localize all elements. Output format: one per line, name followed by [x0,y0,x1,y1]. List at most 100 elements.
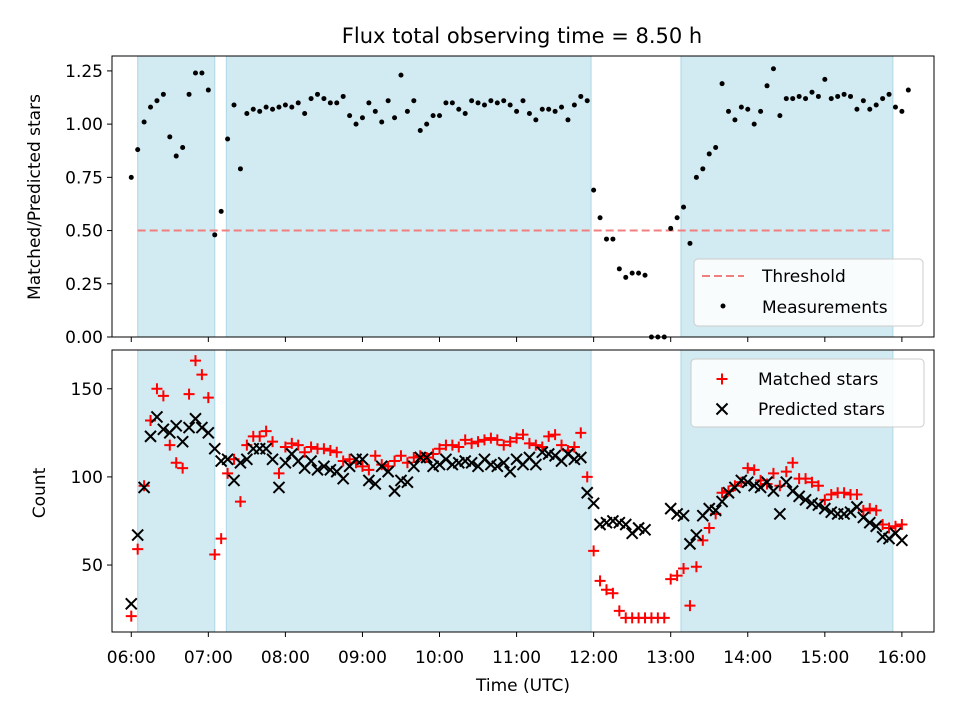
matched-star-point [305,441,317,453]
measurement-point [565,117,571,123]
predicted-star-point [369,477,382,491]
measurement-point [148,104,154,110]
matched-star-point [678,563,690,575]
measurement-point [276,104,282,110]
bottom-y-axis-label: Count [30,467,50,518]
predicted-star-point [362,474,376,487]
matched-star-point [132,543,144,555]
measurement-point [456,106,462,112]
measurement-point [905,87,911,93]
measurement-point [494,100,500,106]
measurement-point [141,119,147,125]
measurement-point [462,110,468,116]
measurement-point [880,96,886,102]
measurement-point [263,104,269,110]
predicted-star-point [792,490,806,503]
predicted-star-point [137,481,151,494]
predicted-star-point [208,442,221,455]
matched-star-point [157,390,169,402]
measurement-point [347,113,353,119]
measurement-point [192,70,198,76]
chart-title: Flux total observing time = 8.50 h [342,24,702,48]
measurement-point [308,96,314,102]
predicted-star-point [221,453,234,466]
measurement-point [687,240,693,246]
measurements-legend-label: Measurements [762,298,888,318]
matched-star-point [344,453,356,465]
bottom-y-axis: 50 100 150 [71,380,112,576]
measurement-point [340,93,346,99]
measurement-point [860,98,866,104]
matched-star-point [511,432,523,444]
measurement-point [591,187,597,193]
matched-star-point [459,434,471,446]
predicted-star-point [227,474,241,487]
measurement-point [533,117,539,123]
measurement-point [321,96,327,102]
top-y-axis: 0.00 0.25 0.50 0.75 1.00 1.25 [65,62,112,348]
measurement-point [398,72,404,78]
measurement-point [315,91,320,97]
matched-star-point [735,476,747,488]
measurement-point [841,91,847,97]
predicted-star-point [895,534,909,547]
top-y-axis-label: Matched/Predicted stars [25,94,45,300]
matched-star-point [870,504,882,516]
matched-star-point [607,587,619,599]
predicted-star-point [529,458,543,471]
predicted-star-point [709,504,722,517]
measurement-point [603,236,609,242]
measurement-point [623,274,629,280]
measurement-point [437,113,443,119]
x-tick-label: 08:00 [261,648,310,668]
predicted-star-point [465,456,478,470]
x-tick-label: 07:00 [184,648,233,668]
measurement-point [385,98,391,104]
matched-legend-swatch [716,373,728,385]
top-legend-box [693,258,924,327]
measurement-point [546,106,552,112]
measurement-point [353,121,359,127]
matched-star-point [787,457,799,469]
predicted-star-point [760,475,774,489]
measurement-point [514,108,520,114]
measurement-point [854,106,860,112]
predicted-star-point [503,465,517,478]
matched-star-point [588,545,600,557]
predicted-star-point [279,456,292,470]
measurement-point [796,93,802,99]
predicted-star-point [638,523,652,536]
predicted-star-point [189,412,202,425]
matched-star-point [299,446,311,458]
predicted-star-point [741,475,754,489]
predicted-star-point [125,597,138,611]
measurement-point [700,166,706,172]
predicted-star-point [850,500,864,514]
predicted-star-point [150,410,164,424]
x-tick-label: 06:00 [107,648,156,668]
measurement-point [629,270,635,276]
matched-star-point [472,436,484,448]
measurement-point [289,104,295,110]
predicted-star-point [491,460,504,473]
measurement-point [668,225,674,231]
top-legend: Threshold Measurements [693,258,924,327]
x-tick-label: 14:00 [723,648,772,668]
measurement-point [205,87,211,93]
matched-star-point [523,437,535,449]
observing-band [137,55,216,338]
measurement-point [815,93,821,99]
measurement-point [790,96,796,102]
measurement-point [237,166,243,172]
y-tick-label: 0.00 [65,328,103,348]
predicted-star-point [381,465,395,478]
predicted-star-point [202,426,215,440]
observing-band [225,349,592,633]
matched-star-point [138,480,150,492]
matched-star-point [254,430,266,442]
measurement-point [475,100,481,106]
measurement-point [571,102,577,108]
bottom-axes-frame [111,349,935,633]
matched-star-point [780,466,792,478]
matched-star-point [665,573,677,585]
